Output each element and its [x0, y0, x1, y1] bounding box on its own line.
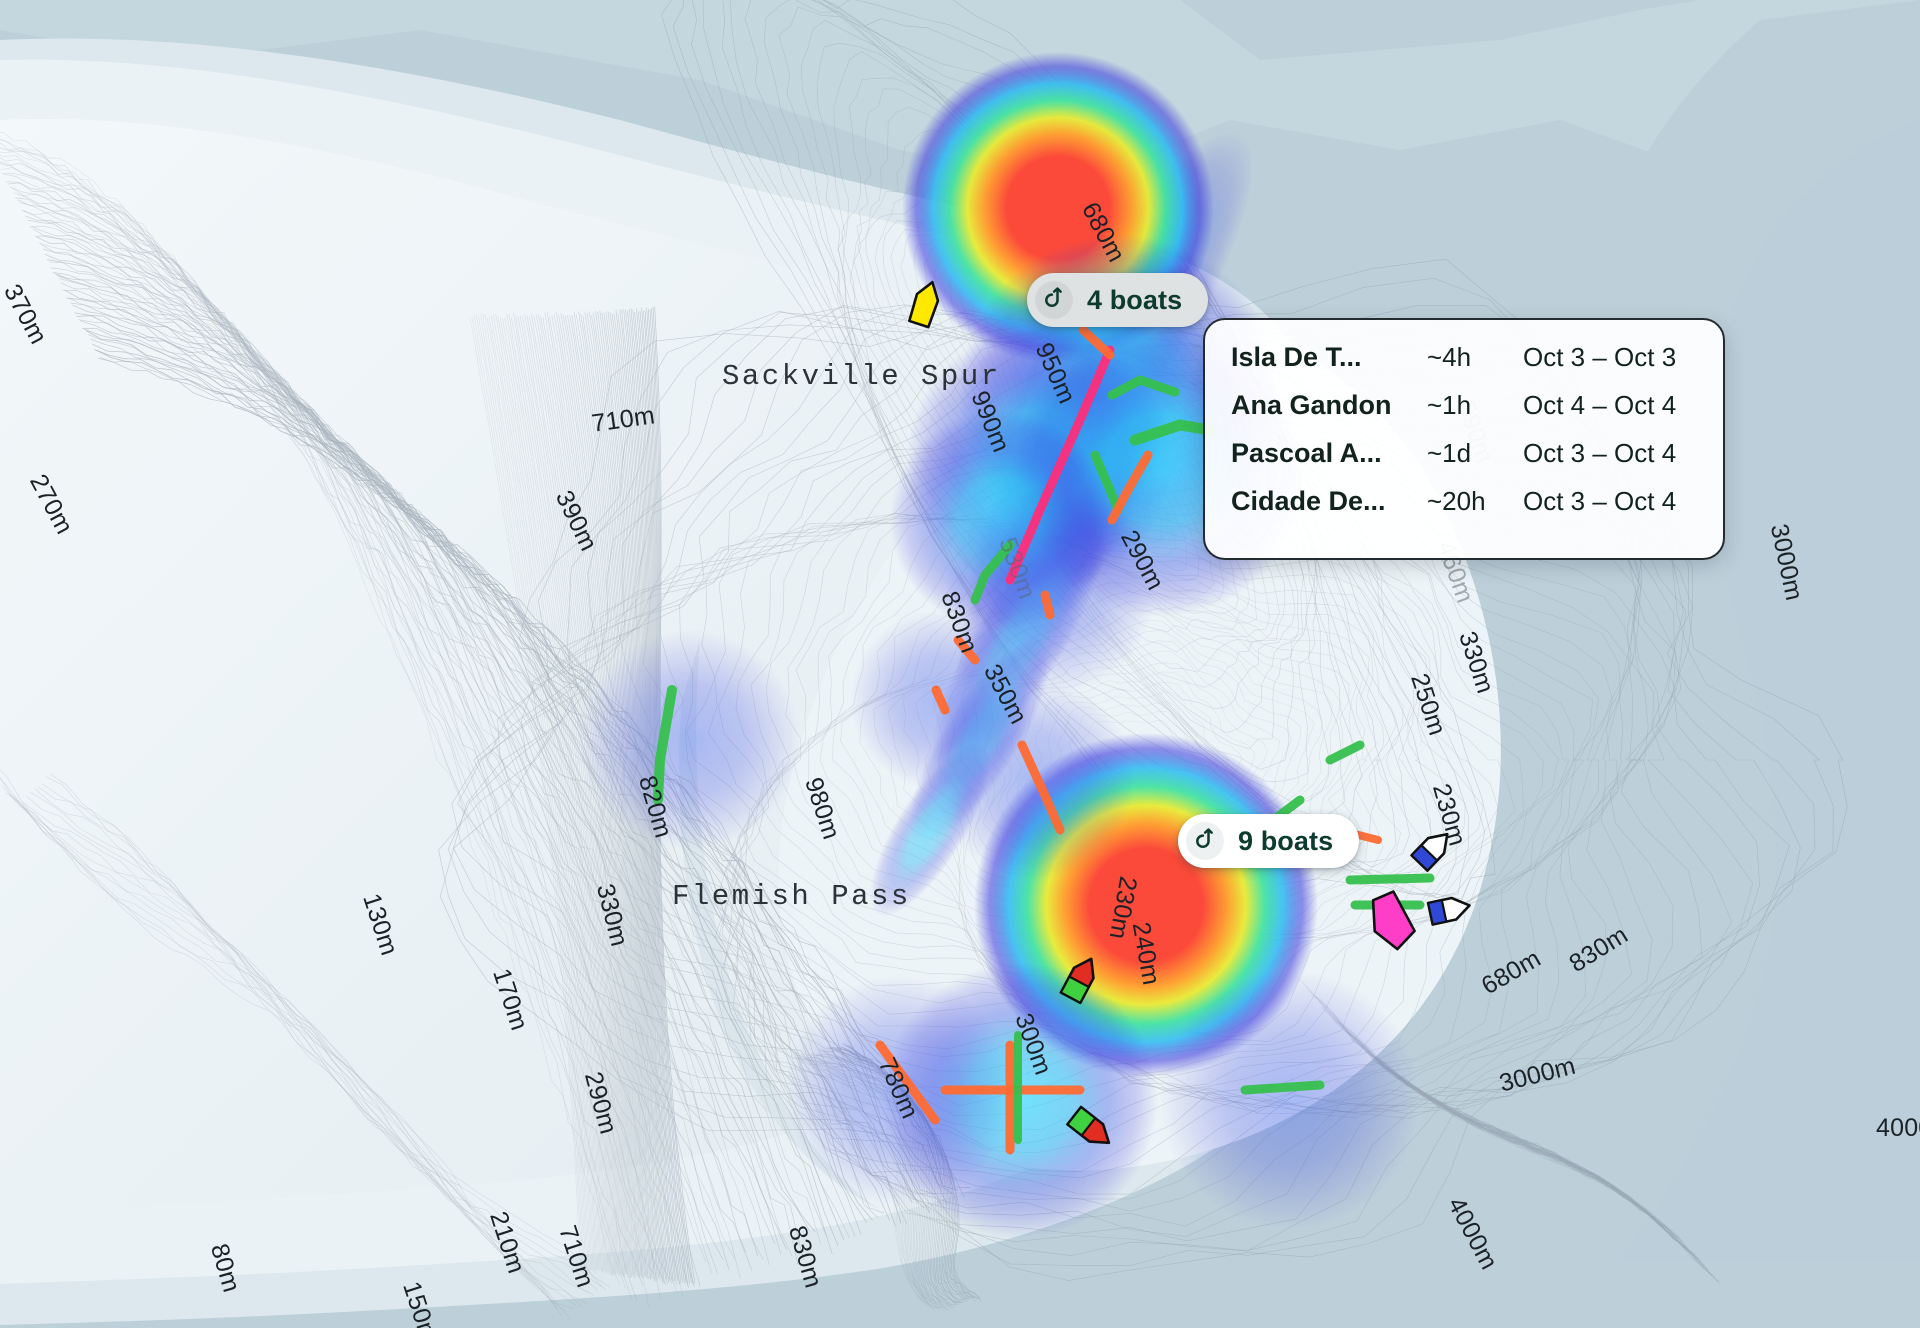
depth-contour-label: 3000m: [1764, 521, 1809, 604]
vessel-marker-yellow[interactable]: [908, 279, 943, 329]
vessel-marker-white-blue[interactable]: [1426, 895, 1472, 926]
vessel-detail-row[interactable]: Cidade De... ~20h Oct 3 – Oct 4: [1231, 486, 1697, 534]
depth-contour-label: 80m: [205, 1240, 246, 1296]
depth-contour-label: 250m: [1405, 670, 1452, 739]
vessel-marker-white-blue[interactable]: [1410, 827, 1456, 873]
depth-contour-label: 330m: [590, 880, 634, 950]
depth-contour-label: 290m: [578, 1068, 623, 1138]
boat-cluster-badge-4[interactable]: 4 boats: [1027, 273, 1209, 327]
vessel-detail-panel[interactable]: Isla De T... ~4h Oct 3 – Oct 3 Ana Gandon ~1…: [1203, 318, 1725, 560]
vessel-detail-row[interactable]: Ana Gandon ~1h Oct 4 – Oct 4: [1231, 390, 1697, 438]
vessel-marker-magenta[interactable]: [1365, 889, 1418, 954]
depth-contour-label: 680m: [1076, 197, 1131, 267]
depth-contour-label: 980m: [799, 774, 846, 843]
vessel-duration: ~1d: [1427, 438, 1472, 468]
boat-cluster-badge-9[interactable]: 9 boats: [1178, 814, 1360, 868]
depth-contour-label: 240m: [1126, 919, 1166, 988]
depth-contour-label: 390m: [549, 486, 603, 556]
depth-contour-label: 170m: [487, 965, 534, 1034]
depth-contour-label: 780m: [872, 1053, 925, 1123]
place-name-label: Flemish Pass: [672, 880, 911, 913]
depth-contour-label: 370m: [0, 279, 53, 349]
depth-contour-label: 830m: [935, 587, 984, 657]
depth-contour-label: 950m: [1029, 338, 1082, 408]
depth-contour-label: 330m: [1453, 628, 1500, 697]
depth-contour-label: 230m: [1427, 780, 1472, 850]
depth-contour-label: 830m: [1564, 920, 1633, 978]
fish-hook-icon: [1045, 287, 1062, 307]
depth-contour-label: 3000m: [1496, 1051, 1579, 1098]
vessel-duration: ~4h: [1427, 342, 1472, 372]
depth-contour-label: 230m: [1103, 874, 1143, 942]
vessel-date-range: Oct 4 – Oct 4: [1523, 390, 1677, 420]
depth-contour-label: 150m: [397, 1278, 444, 1328]
vessel-detail-row[interactable]: Isla De T... ~4h Oct 3 – Oct 3: [1231, 342, 1697, 390]
vessel-name: Ana Gandon: [1231, 390, 1392, 420]
vessel-detail-rows: Isla De T... ~4h Oct 3 – Oct 3 Ana Gandon ~1…: [1231, 342, 1697, 534]
depth-contour-label: 710m: [589, 401, 657, 438]
depth-contour-label: 270m: [24, 469, 79, 539]
boat-count-label: 4 boats: [1087, 284, 1183, 315]
depth-contour-label: 530m: [993, 533, 1042, 603]
vessel-name: Pascoal A...: [1231, 438, 1382, 468]
depth-contour-label: 4000m: [1442, 1192, 1504, 1275]
depth-contour-label: 680m: [1476, 944, 1546, 1001]
depth-contour-label: 350m: [978, 659, 1033, 729]
vessel-date-range: Oct 3 – Oct 3: [1523, 342, 1677, 372]
depth-contour-label: 4000: [1876, 1114, 1920, 1142]
vessel-date-range: Oct 3 – Oct 4: [1523, 486, 1677, 516]
vessel-detail-row[interactable]: Pascoal A... ~1d Oct 3 – Oct 4: [1231, 438, 1697, 486]
boat-count-label: 9 boats: [1238, 825, 1334, 856]
vessel-marker-red-green[interactable]: [1059, 954, 1101, 1005]
vessel-name: Cidade De...: [1231, 486, 1386, 516]
vessel-duration: ~1h: [1427, 390, 1472, 420]
fish-hook-icon-wrap: [1035, 281, 1073, 319]
depth-contour-label: 290m: [1115, 525, 1170, 595]
depth-contour-label: 710m: [553, 1222, 600, 1291]
vessel-date-range: Oct 3 – Oct 4: [1523, 438, 1677, 468]
fish-hook-icon: [1196, 828, 1213, 848]
depth-contour-label: 990m: [965, 387, 1016, 457]
depth-contour-label: 820m: [633, 772, 678, 842]
depth-contour-label: 300m: [1009, 1009, 1058, 1079]
place-name-label: Sackville Spur: [722, 360, 1001, 393]
fish-hook-icon-wrap: [1186, 822, 1224, 860]
depth-contour-label: 130m: [357, 890, 404, 959]
vessel-name: Isla De T...: [1231, 342, 1362, 372]
vessel-duration: ~20h: [1427, 486, 1486, 516]
depth-contour-label: 830m: [783, 1222, 828, 1292]
depth-contour-label: 210m: [484, 1208, 531, 1277]
vessel-marker-red-green[interactable]: [1065, 1105, 1115, 1151]
